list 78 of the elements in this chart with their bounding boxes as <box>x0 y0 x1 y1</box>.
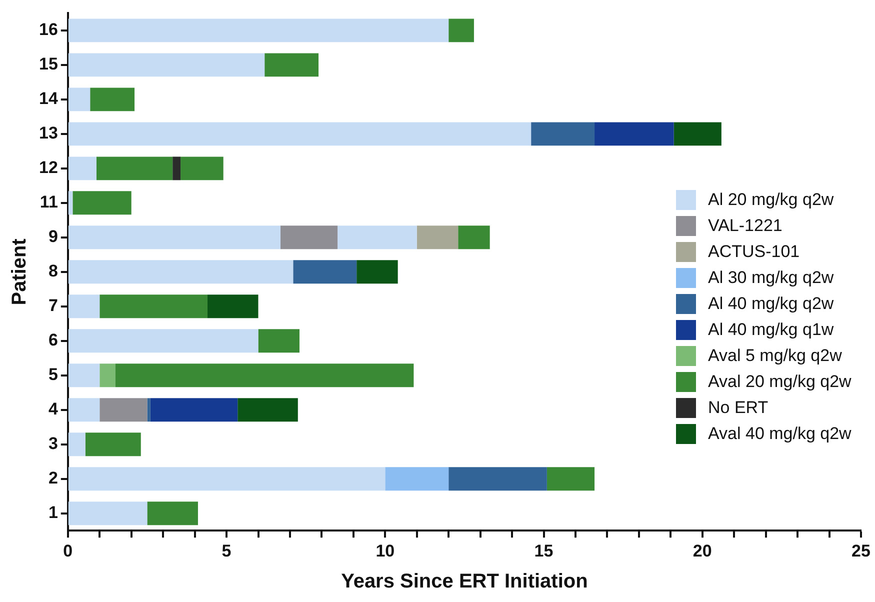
bar <box>68 260 294 284</box>
legend-label: Al 20 mg/kg q2w <box>708 190 834 210</box>
bar <box>293 260 357 284</box>
legend-label: Aval 20 mg/kg q2w <box>708 372 852 392</box>
bar <box>100 364 116 388</box>
bar <box>68 364 100 388</box>
bar <box>68 156 96 180</box>
x-tick-label: 5 <box>222 541 232 560</box>
y-tick-label: 2 <box>48 468 58 488</box>
legend-label: Aval 5 mg/kg q2w <box>708 346 842 366</box>
x-tick-label: 15 <box>534 541 554 560</box>
bar <box>448 18 474 42</box>
bar <box>68 226 280 250</box>
x-axis-title: Years Since ERT Initiation <box>341 570 588 593</box>
bar <box>385 467 449 491</box>
y-tick-label: 8 <box>48 262 58 281</box>
y-tick-label: 4 <box>48 400 58 419</box>
y-axis-title: Patient <box>8 238 31 306</box>
bar <box>115 364 414 388</box>
legend-label: Aval 40 mg/kg q2w <box>708 424 852 444</box>
y-tick-label: 11 <box>40 192 58 212</box>
bar <box>280 226 338 250</box>
y-tick-label: 5 <box>48 365 58 384</box>
bar <box>258 329 300 353</box>
y-tick-label: 16 <box>38 20 58 40</box>
legend-label: ACTUS-101 <box>708 242 800 262</box>
bar <box>96 156 173 180</box>
bar <box>68 398 100 422</box>
y-tick-label: 3 <box>48 434 58 454</box>
bar <box>180 156 224 180</box>
legend-label: Al 40 mg/kg q1w <box>708 320 834 340</box>
bar <box>68 18 449 42</box>
bar <box>147 502 198 526</box>
bar <box>594 122 674 146</box>
bar <box>72 191 132 215</box>
bar <box>100 398 148 422</box>
y-tick-label: 14 <box>38 89 58 108</box>
bar <box>207 294 258 318</box>
y-tick-label: 7 <box>48 296 58 316</box>
bar <box>172 156 181 180</box>
legend-label: Al 30 mg/kg q2w <box>708 268 834 288</box>
bar <box>238 398 298 422</box>
bar <box>68 53 265 77</box>
bar <box>68 467 386 491</box>
y-tick-label: 13 <box>38 124 58 143</box>
bar <box>531 122 595 146</box>
legend-label: No ERT <box>708 398 768 418</box>
bar <box>90 88 135 112</box>
bar <box>68 122 532 146</box>
bar <box>356 260 398 284</box>
x-tick-label: 25 <box>852 541 870 560</box>
x-tick-label: 10 <box>376 541 395 560</box>
bar <box>150 398 238 422</box>
x-tick-label: 20 <box>692 541 712 560</box>
bar <box>674 122 722 146</box>
bar <box>448 467 547 491</box>
bar <box>546 467 595 491</box>
legend-label: VAL-1221 <box>708 216 782 236</box>
y-tick-label: 12 <box>38 158 58 178</box>
x-tick-label: 0 <box>63 541 73 560</box>
bar <box>458 226 490 250</box>
bar <box>338 226 417 250</box>
y-tick-label: 15 <box>38 54 58 74</box>
bar <box>68 502 148 526</box>
bar <box>147 398 150 422</box>
y-tick-label: 6 <box>48 330 58 350</box>
bar <box>68 191 73 215</box>
bar <box>264 53 319 77</box>
legend-label: Al 40 mg/kg q2w <box>708 294 834 314</box>
bar <box>100 294 208 318</box>
y-tick-label: 1 <box>48 503 58 522</box>
bar <box>68 329 258 353</box>
bar <box>85 432 141 456</box>
bar <box>68 88 90 112</box>
bar <box>68 432 86 456</box>
bar <box>68 294 100 318</box>
bar <box>416 226 458 250</box>
y-tick-label: 9 <box>48 227 58 246</box>
